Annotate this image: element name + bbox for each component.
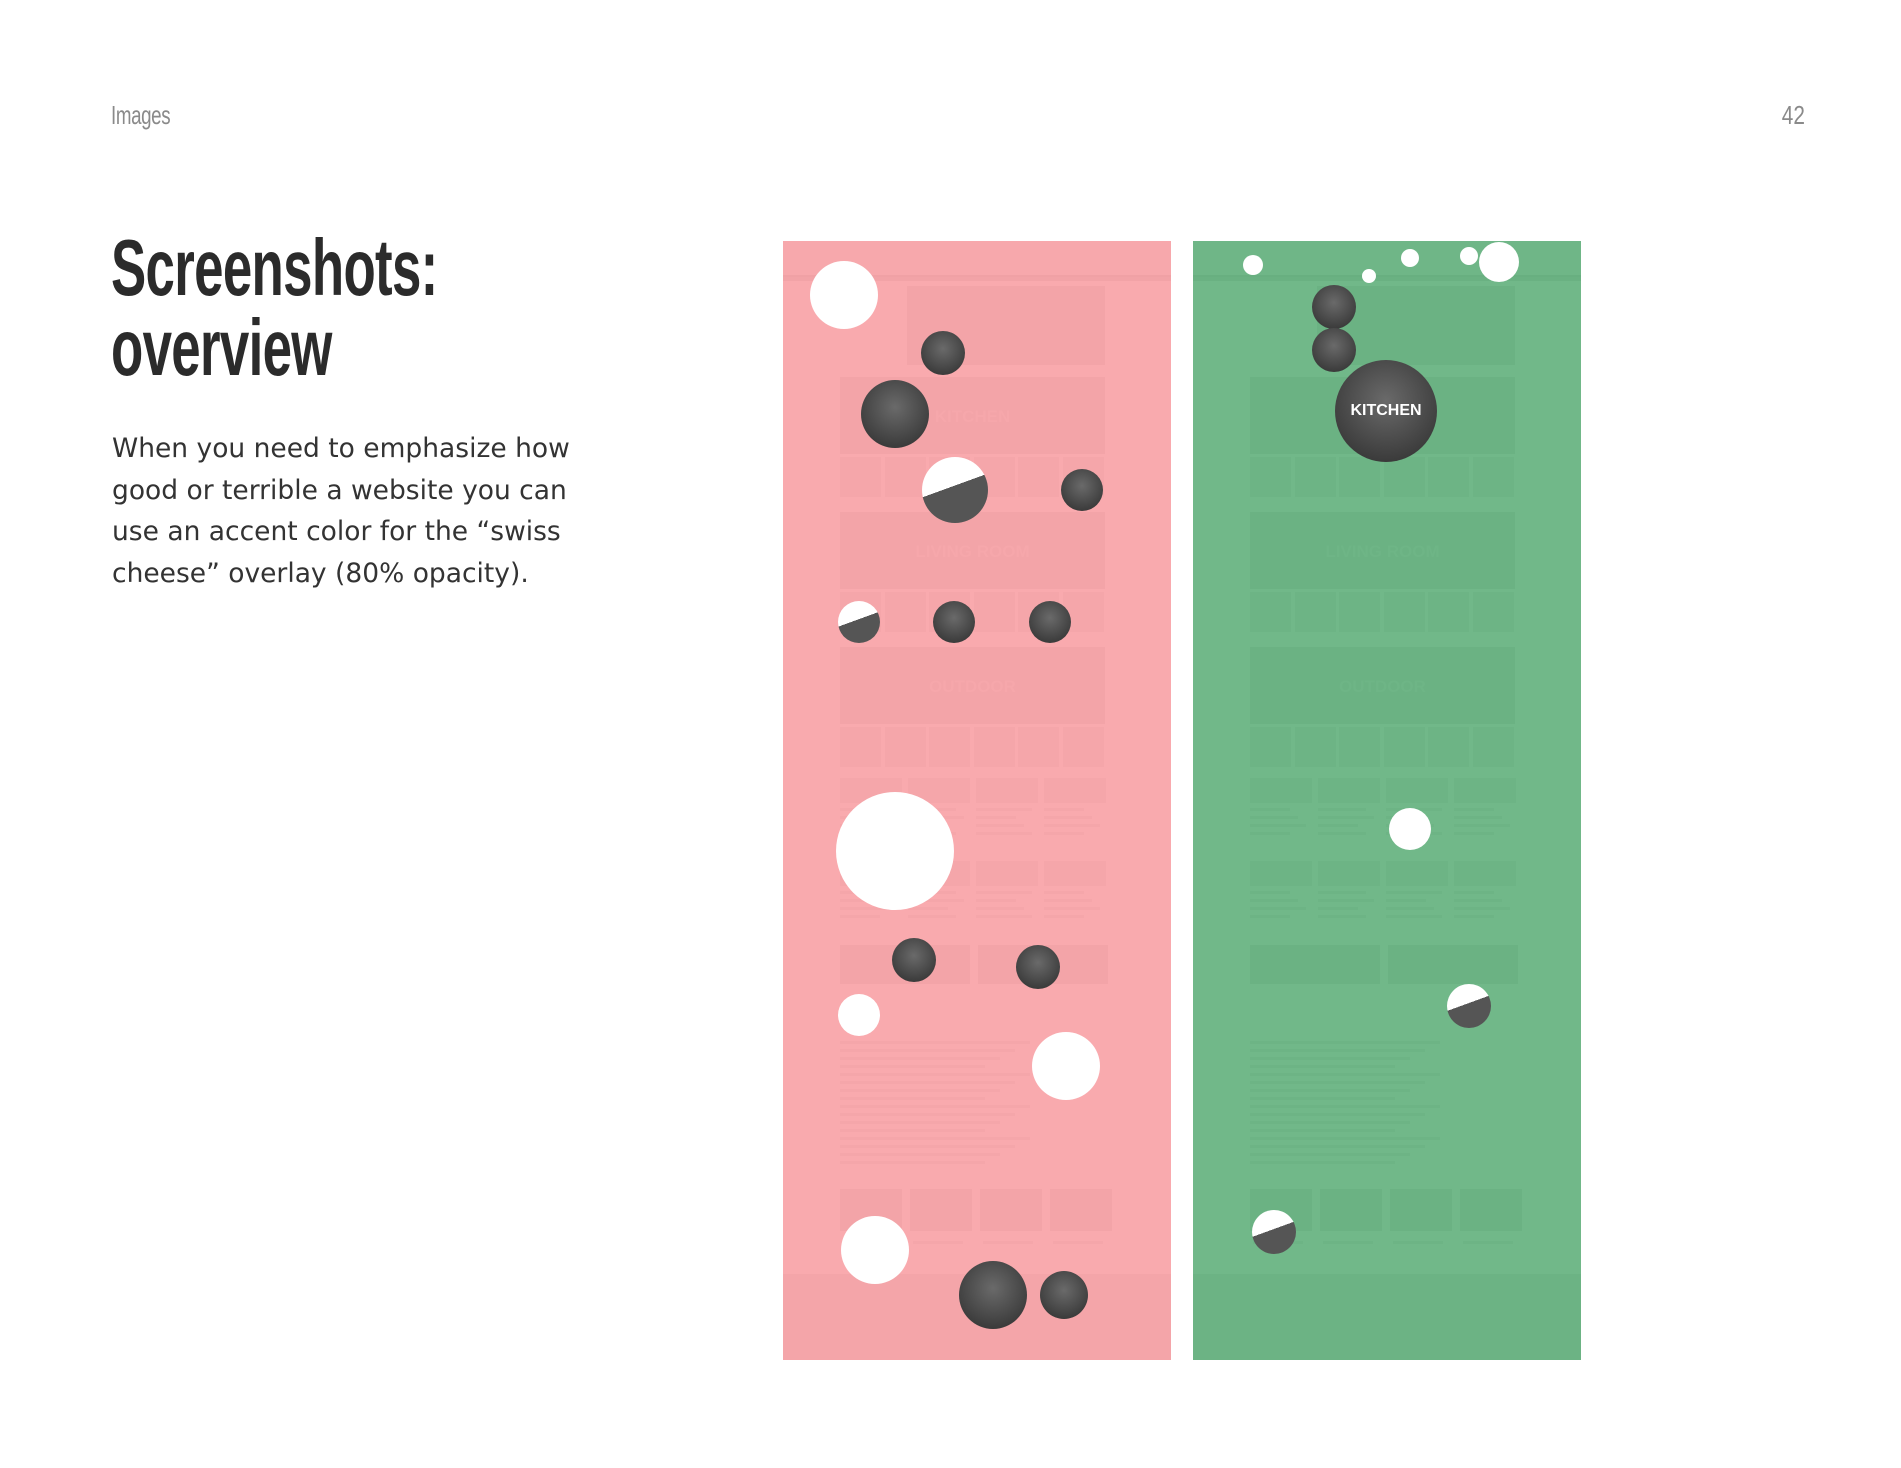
overlay-hole (836, 792, 954, 910)
overlay-hole (1016, 945, 1060, 989)
overlay-hole (810, 261, 878, 329)
good-website-screenshot: KITCHENLIVING ROOMOUTDOORKITCHEN (1193, 241, 1581, 1360)
overlay-hole (1460, 247, 1478, 265)
page-number: 42 (1781, 100, 1805, 130)
body-paragraph: When you need to emphasize how good or t… (112, 433, 570, 589)
title-line-2: overview (111, 303, 332, 392)
bad-website-screenshot: KITCHENLIVING ROOMOUTDOOR (783, 241, 1171, 1360)
overlay-hole (1029, 601, 1071, 643)
overlay-hole (921, 331, 965, 375)
overlay-hole (1032, 1032, 1100, 1100)
hole-label: KITCHEN (1350, 402, 1422, 419)
section-label: Images (111, 100, 171, 130)
page-title: Screenshots: overview (111, 228, 438, 388)
overlay-hole (959, 1261, 1027, 1329)
overlay-hole (922, 457, 988, 523)
accent-overlay (783, 241, 1171, 1360)
overlay-hole (838, 601, 880, 643)
overlay-hole (1312, 328, 1356, 372)
overlay-hole (1479, 242, 1519, 282)
overlay-hole (861, 380, 929, 448)
overlay-hole (838, 994, 880, 1036)
overlay-hole (1401, 249, 1419, 267)
overlay-hole (841, 1216, 909, 1284)
overlay-hole (1040, 1271, 1088, 1319)
overlay-hole: KITCHEN (1335, 360, 1437, 462)
overlay-hole (1252, 1210, 1296, 1254)
overlay-hole (1243, 255, 1263, 275)
overlay-hole (1362, 269, 1376, 283)
overlay-hole (1061, 469, 1103, 511)
overlay-hole (933, 601, 975, 643)
title-line-1: Screenshots: (111, 223, 438, 312)
overlay-hole (1389, 808, 1431, 850)
overlay-hole (1447, 984, 1491, 1028)
overlay-hole (892, 938, 936, 982)
overlay-hole (1312, 285, 1356, 329)
